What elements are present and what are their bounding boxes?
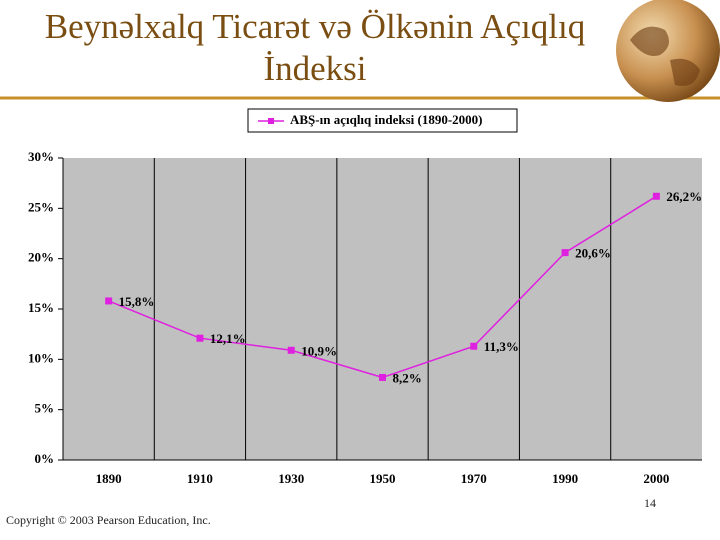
legend-label: ABŞ-ın açıqlıq indeksi (1890-2000)	[290, 112, 483, 127]
point-marker	[470, 342, 478, 350]
data-label: 15,8%	[119, 294, 155, 309]
copyright: Copyright © 2003 Pearson Education, Inc.	[6, 513, 211, 527]
y-tick-label: 5%	[35, 401, 55, 416]
x-tick-label: 1930	[278, 471, 304, 486]
legend	[247, 108, 518, 133]
data-label: 11,3%	[484, 339, 519, 354]
data-label: 26,2%	[666, 189, 702, 204]
page-number: 14	[644, 496, 656, 510]
point-marker	[652, 192, 660, 200]
point-marker	[379, 373, 386, 381]
x-tick-label: 1970	[461, 471, 487, 486]
globe-icon	[616, 0, 720, 102]
y-tick-label: 30%	[28, 149, 54, 164]
y-tick-label: 0%	[35, 451, 55, 466]
point-marker	[287, 346, 295, 354]
y-tick-label: 15%	[28, 300, 54, 315]
x-tick-label: 2000	[643, 471, 669, 486]
legend-marker	[268, 118, 274, 124]
plot-area	[63, 158, 702, 460]
data-label: 8,2%	[393, 370, 422, 385]
x-tick-label: 1990	[552, 471, 578, 486]
x-tick-label: 1890	[96, 471, 122, 486]
data-label: 10,9%	[301, 343, 337, 358]
x-tick-label: 1910	[187, 471, 213, 486]
y-tick-label: 20%	[28, 250, 54, 265]
point-marker	[105, 297, 113, 305]
data-label: 20,6%	[575, 246, 611, 261]
y-tick-label: 10%	[28, 350, 54, 365]
point-marker	[196, 334, 204, 342]
globe-continents	[630, 26, 700, 87]
data-label: 12,1%	[210, 331, 246, 346]
y-tick-label: 25%	[28, 199, 54, 214]
slide-title: Beynəlxalq Ticarət və Ölkənin Açıqlıq İn…	[44, 7, 586, 88]
point-marker	[561, 249, 569, 257]
x-tick-label: 1950	[370, 471, 396, 486]
